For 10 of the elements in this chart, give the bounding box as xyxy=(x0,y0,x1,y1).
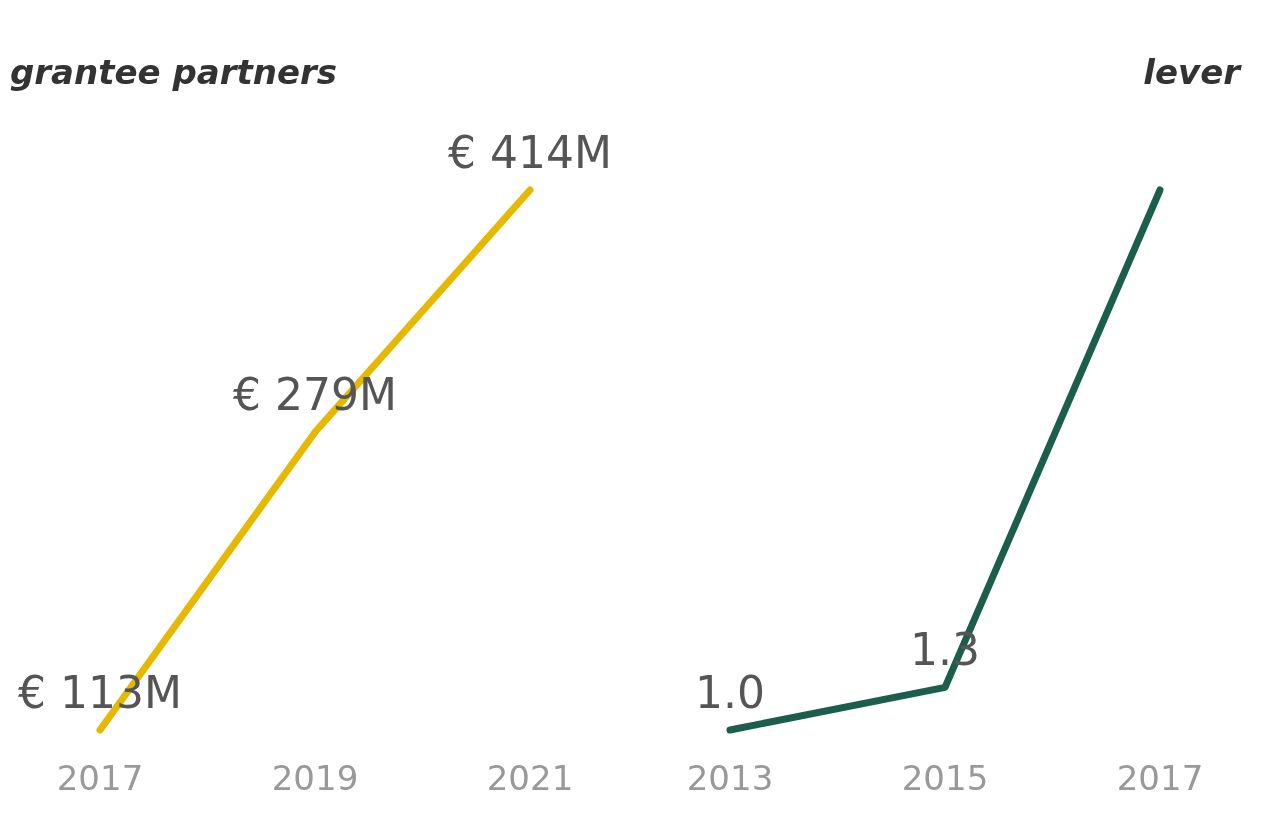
chart-title: grantee partners xyxy=(10,52,339,92)
chart-title: lever xyxy=(1142,52,1240,92)
x-tick-label: 2015 xyxy=(901,758,989,799)
data-label: 1.0 xyxy=(695,667,765,718)
x-tick-label: 2021 xyxy=(486,758,574,799)
x-tick-label: 2017 xyxy=(1116,758,1204,799)
x-tick-label: 2019 xyxy=(271,758,359,799)
x-tick-label: 2017 xyxy=(56,758,144,799)
x-tick-label: 2013 xyxy=(686,758,774,799)
data-label: € 414M xyxy=(448,127,612,178)
